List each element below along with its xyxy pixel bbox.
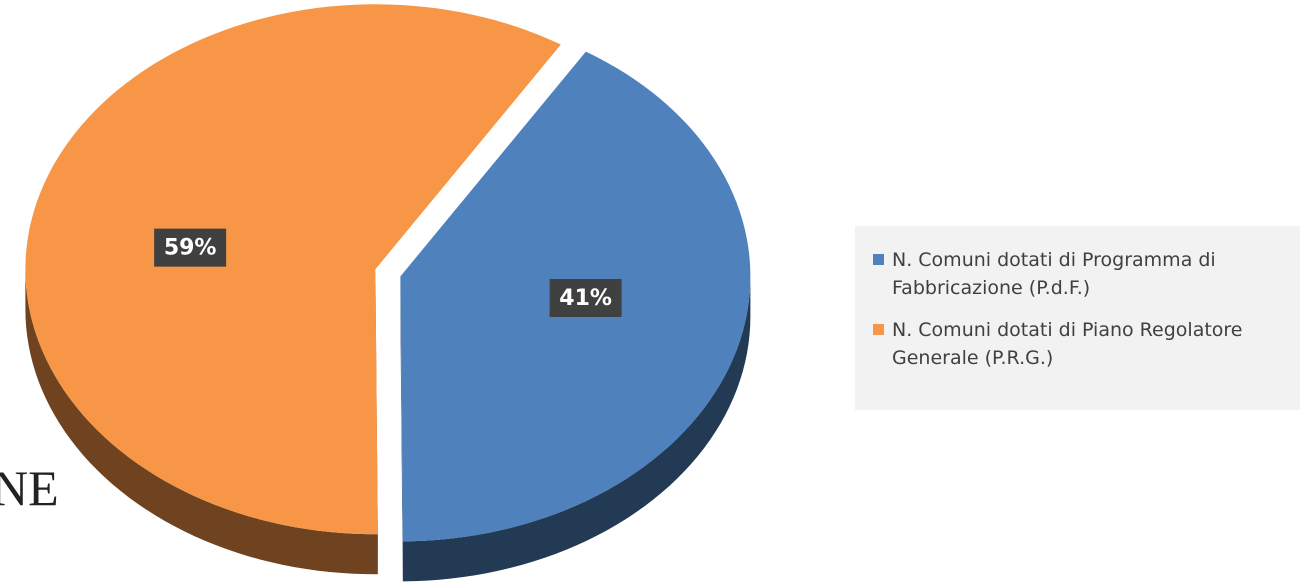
legend-label: N. Comuni dotati di Programma di Fabbric… xyxy=(892,249,1216,299)
slice xyxy=(25,4,561,535)
slice-side xyxy=(402,276,751,582)
legend-entry: N. Comuni dotati di Piano Regolatore Gen… xyxy=(873,316,1300,372)
legend-swatch xyxy=(873,254,884,265)
legend-swatch xyxy=(873,324,884,335)
legend-label: N. Comuni dotati di Piano Regolatore Gen… xyxy=(892,319,1243,369)
data-label-box xyxy=(549,279,622,318)
legend-entry: N. Comuni dotati di Programma di Fabbric… xyxy=(873,246,1300,302)
slice-cut xyxy=(400,276,403,582)
data-label-box xyxy=(154,228,227,267)
legend: N. Comuni dotati di Programma di Fabbric… xyxy=(855,226,1300,410)
data-label: 41% xyxy=(559,286,612,311)
background-text: NE xyxy=(0,460,59,516)
data-label: 59% xyxy=(164,236,217,261)
slice-side xyxy=(25,269,378,575)
